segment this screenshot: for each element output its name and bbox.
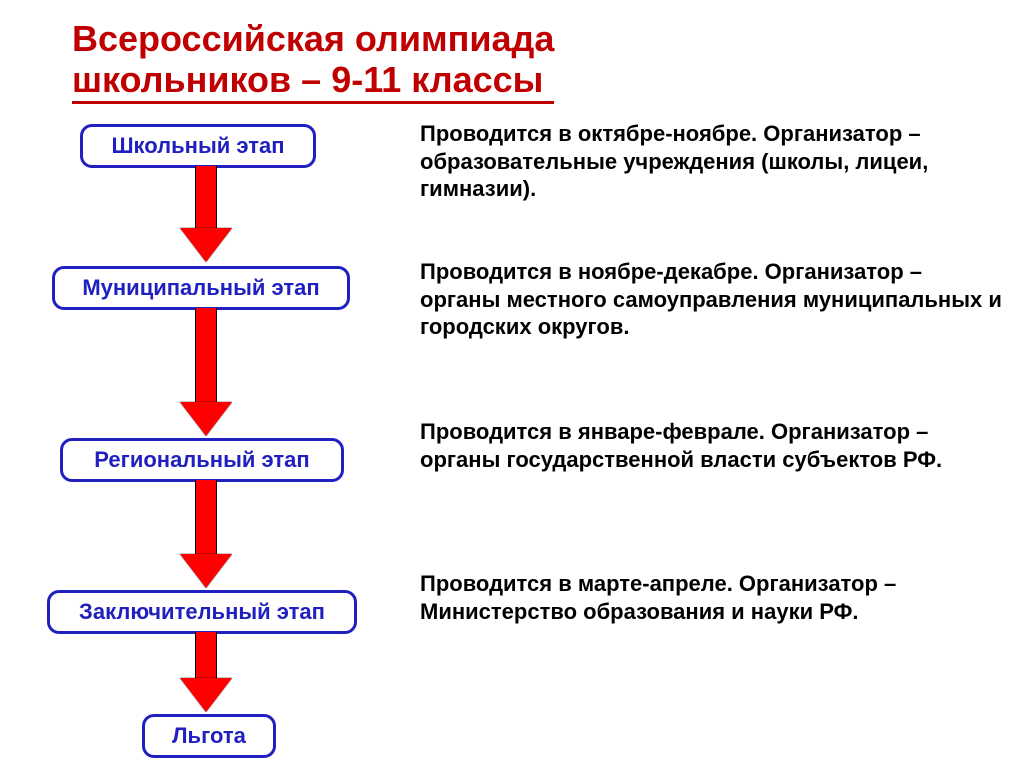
stage-label: Заключительный этап [79, 599, 325, 624]
stage-desc-regional: Проводится в январе-феврале. Организатор… [420, 418, 1004, 473]
flow-arrow [180, 632, 232, 712]
arrow-stem [195, 308, 217, 402]
arrow-stem [195, 632, 217, 678]
stage-desc-municipal: Проводится в ноябре-декабре. Организатор… [420, 258, 1004, 341]
slide-title: Всероссийская олимпиада школьников – 9-1… [72, 18, 554, 104]
stage-box-municipal: Муниципальный этап [52, 266, 350, 310]
stage-desc-school: Проводится в октябре-ноябре. Организатор… [420, 120, 1004, 203]
stage-label: Льгота [172, 723, 246, 748]
stage-label: Школьный этап [111, 133, 284, 158]
stage-box-final: Заключительный этап [47, 590, 357, 634]
flow-arrow [180, 480, 232, 588]
stage-box-regional: Региональный этап [60, 438, 344, 482]
stage-desc-final: Проводится в марте-апреле. Организатор –… [420, 570, 1004, 625]
arrow-head-icon [180, 554, 232, 588]
title-line2: школьников – 9-11 классы [72, 59, 543, 100]
arrow-stem [195, 480, 217, 554]
arrow-stem [195, 166, 217, 228]
arrow-head-icon [180, 402, 232, 436]
title-line1: Всероссийская олимпиада [72, 18, 554, 59]
arrow-head-icon [180, 678, 232, 712]
flow-arrow [180, 166, 232, 262]
arrow-head-icon [180, 228, 232, 262]
stage-label: Муниципальный этап [82, 275, 319, 300]
stage-box-school: Школьный этап [80, 124, 316, 168]
stage-box-benefit: Льгота [142, 714, 276, 758]
flow-arrow [180, 308, 232, 436]
stage-label: Региональный этап [94, 447, 309, 472]
